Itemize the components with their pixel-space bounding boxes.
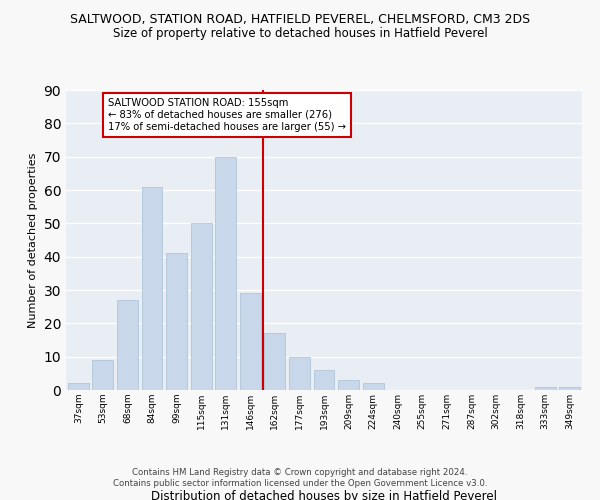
Bar	[289, 356, 310, 390]
Bar	[559, 386, 580, 390]
Bar	[314, 370, 334, 390]
Bar	[117, 300, 138, 390]
Bar	[166, 254, 187, 390]
Text: Size of property relative to detached houses in Hatfield Peverel: Size of property relative to detached ho…	[113, 28, 487, 40]
Bar	[240, 294, 261, 390]
Text: SALTWOOD STATION ROAD: 155sqm
← 83% of detached houses are smaller (276)
17% of : SALTWOOD STATION ROAD: 155sqm ← 83% of d…	[108, 98, 346, 132]
X-axis label: Distribution of detached houses by size in Hatfield Peverel: Distribution of detached houses by size …	[151, 490, 497, 500]
Bar	[362, 384, 383, 390]
Bar	[265, 334, 286, 390]
Bar	[535, 386, 556, 390]
Bar	[142, 186, 163, 390]
Bar	[191, 224, 212, 390]
Bar	[338, 380, 359, 390]
Text: SALTWOOD, STATION ROAD, HATFIELD PEVEREL, CHELMSFORD, CM3 2DS: SALTWOOD, STATION ROAD, HATFIELD PEVEREL…	[70, 12, 530, 26]
Bar	[68, 384, 89, 390]
Text: Contains HM Land Registry data © Crown copyright and database right 2024.
Contai: Contains HM Land Registry data © Crown c…	[113, 468, 487, 487]
Y-axis label: Number of detached properties: Number of detached properties	[28, 152, 38, 328]
Bar	[92, 360, 113, 390]
Bar	[215, 156, 236, 390]
